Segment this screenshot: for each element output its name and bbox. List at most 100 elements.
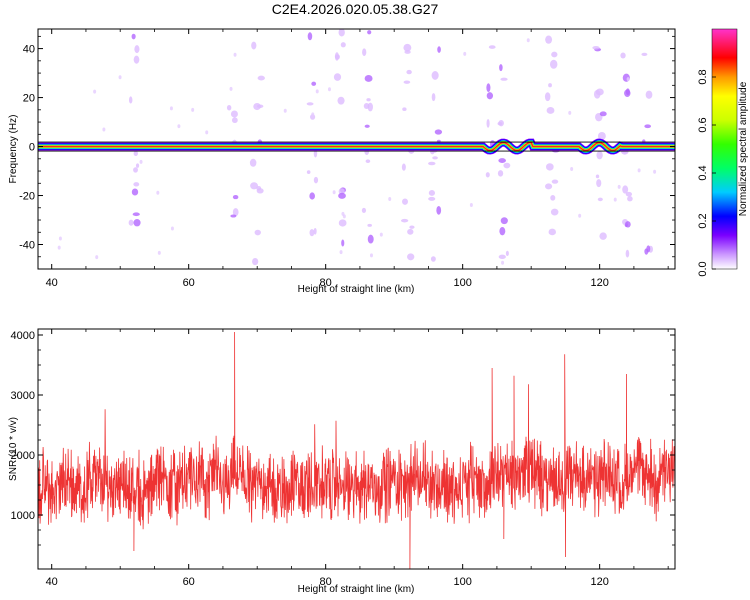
- speckle-blob: [232, 208, 239, 217]
- speckle-dot: [342, 214, 346, 219]
- speckle-dot: [653, 169, 657, 174]
- heatmap-y-ticks: -40 -20 0 20 40: [19, 35, 675, 258]
- speckle-blob: [550, 195, 556, 201]
- speckle-blob: [597, 197, 603, 202]
- y-tick-label: 2000: [11, 450, 35, 462]
- speckle-blob: [257, 75, 265, 81]
- x-tick-label: 60: [183, 277, 195, 289]
- speckle-dot: [95, 255, 99, 260]
- speckle-blob: [133, 167, 138, 173]
- speckle-dot: [233, 52, 237, 57]
- speckle-blob: [133, 182, 140, 187]
- speckle-blob: [361, 207, 367, 213]
- snr-marks: [38, 331, 675, 569]
- speckle-dot: [93, 89, 97, 94]
- speckle-blob: [596, 150, 603, 160]
- speckle-blob: [407, 228, 414, 235]
- speckle-blob: [406, 69, 412, 75]
- speckle-blob: [131, 33, 136, 40]
- speckle-blob: [486, 118, 490, 128]
- speckle-blob: [338, 219, 347, 227]
- speckle-blob: [503, 162, 511, 169]
- speckle-blob: [334, 52, 339, 61]
- speckle-blob: [597, 131, 606, 141]
- speckle-dot: [205, 130, 209, 135]
- speckle-blob: [252, 257, 259, 266]
- speckle-blob: [230, 110, 238, 118]
- x-tick-label: 100: [453, 277, 471, 289]
- x-tick-label: 80: [320, 277, 332, 289]
- x-tick-label: 120: [590, 277, 608, 289]
- speckle-dot: [102, 127, 106, 132]
- speckle-dot: [58, 236, 62, 241]
- speckle-blob: [133, 150, 138, 157]
- speckle-blob: [231, 117, 238, 124]
- heatmap-panel: 40 60 80 100 120 -40 -20 0 20 40 Height of strai…: [8, 28, 676, 295]
- speckle-dot: [463, 51, 467, 56]
- speckle-blob: [544, 92, 551, 102]
- x-tick-label: 80: [320, 576, 332, 588]
- speckle-blob: [341, 239, 345, 247]
- speckle-dot: [327, 87, 331, 92]
- speckle-blob: [551, 51, 558, 58]
- speckle-blob: [625, 221, 631, 228]
- speckle-blob: [363, 102, 370, 110]
- speckle-dot: [315, 89, 319, 94]
- speckle-dot: [501, 260, 505, 265]
- speckle-blob: [306, 102, 314, 106]
- speckle-blob: [230, 214, 237, 218]
- speckle-dot: [469, 203, 473, 208]
- speckle-blob: [428, 161, 436, 166]
- speckle-blob: [548, 228, 557, 236]
- speckle-blob: [365, 159, 371, 164]
- speckle-dot: [637, 168, 641, 173]
- speckle-blob: [403, 80, 411, 84]
- speckle-blob: [340, 42, 346, 48]
- x-tick-label: 100: [453, 576, 471, 588]
- speckle-dot: [157, 250, 161, 255]
- speckle-blob: [431, 71, 439, 80]
- heatmap-frame: [37, 28, 676, 270]
- speckle-blob: [499, 227, 506, 236]
- speckle-dot: [379, 232, 383, 237]
- colorbar-label: Normalized spectral amplitude: [738, 81, 749, 216]
- speckle-dot: [570, 166, 574, 171]
- speckle-blob: [499, 64, 503, 72]
- speckle-blob: [402, 198, 408, 205]
- speckle-blob: [486, 83, 491, 93]
- speckle-blob: [401, 218, 409, 223]
- speckle-blob: [431, 93, 436, 102]
- heatmap-x-ticks: 40 60 80 100 120: [46, 29, 669, 289]
- speckle-blob: [497, 170, 504, 177]
- x-tick-label: 60: [183, 576, 195, 588]
- speckle-blob: [128, 219, 134, 226]
- speckle-blob: [596, 179, 602, 188]
- colorbar-frame: [711, 28, 738, 270]
- snr-panel: 40 60 80 100 120 1000 2000 3000 4000 Height of …: [8, 328, 676, 595]
- speckle-blob: [338, 192, 346, 199]
- speckle-blob: [432, 156, 438, 160]
- speckle-blob: [437, 46, 441, 53]
- speckle-blob: [599, 232, 607, 240]
- colorbar: 0.0 0.2 0.4 0.6 0.8 Normalized spectral ampl…: [697, 28, 749, 277]
- y-tick-label: 3000: [11, 390, 35, 402]
- speckle-blob: [500, 217, 508, 225]
- speckle-dot: [169, 106, 173, 111]
- speckle-blob: [309, 192, 315, 200]
- y-tick-label: -20: [19, 191, 35, 203]
- speckle-blob: [550, 208, 559, 216]
- speckle-blob: [498, 119, 504, 127]
- colorbar-tick-label: 0.6: [697, 117, 709, 132]
- speckle-blob: [401, 163, 406, 171]
- colorbar-tick-label: 0.8: [697, 69, 709, 84]
- speckle-blob: [251, 41, 257, 50]
- speckle-blob: [498, 254, 506, 259]
- speckle-blob: [407, 253, 415, 261]
- speckle-blob: [409, 225, 415, 229]
- speckle-blob: [133, 55, 140, 64]
- colorbar-gradient: [712, 29, 737, 269]
- x-tick-label: 120: [590, 576, 608, 588]
- speckle-blob: [434, 129, 443, 135]
- y-tick-label: 1000: [11, 510, 35, 522]
